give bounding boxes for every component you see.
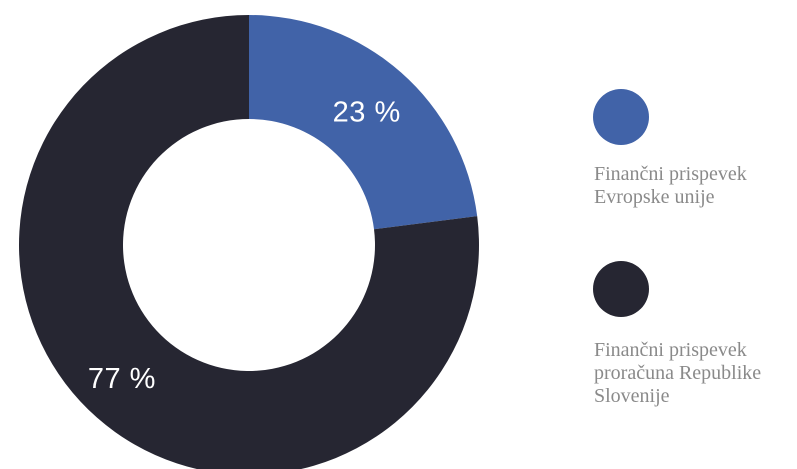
legend-label-eu: Finančni prispevek Evropske unije (594, 163, 747, 208)
slice-label-eu: 23 % (333, 96, 401, 128)
slice-slovenia-contribution (19, 15, 479, 469)
slice-eu-contribution (249, 15, 478, 230)
slice-label-slovenia: 77 % (88, 363, 156, 395)
legend-swatch-slovenia (593, 261, 649, 317)
donut-chart: 23 % 77 % (19, 15, 479, 469)
legend-swatch-eu (593, 89, 649, 145)
legend-label-slovenia: Finančni prispevek proračuna Republike S… (594, 339, 762, 407)
